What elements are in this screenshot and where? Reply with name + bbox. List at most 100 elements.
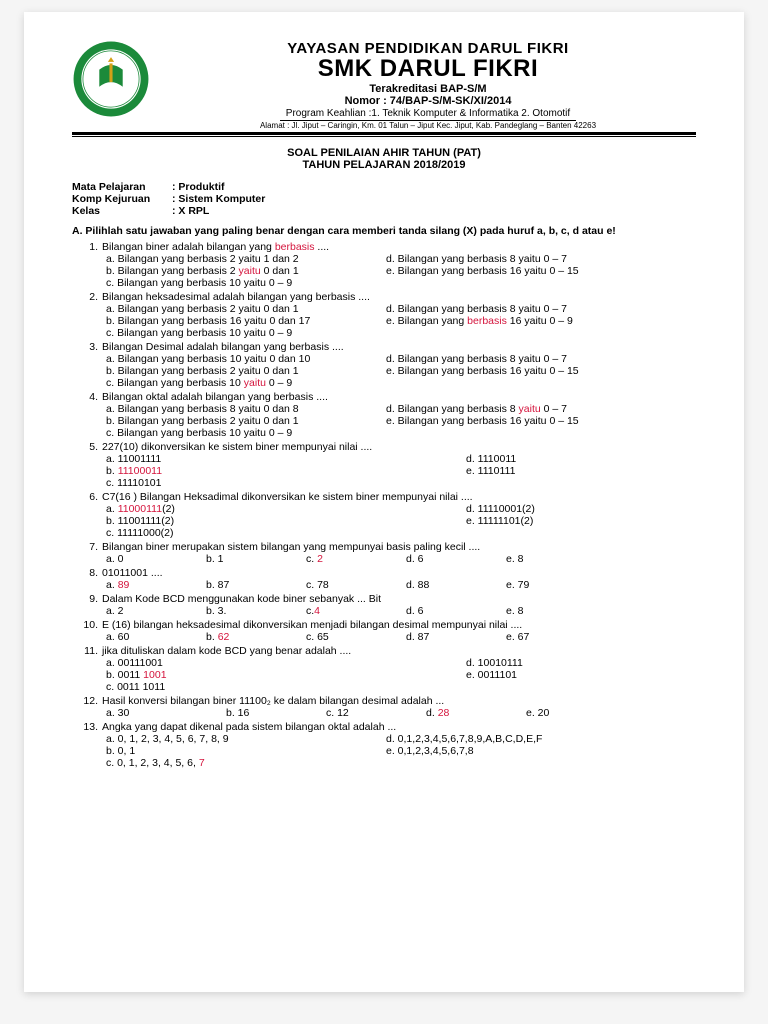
letterhead-text: YAYASAN PENDIDIKAN DARUL FIKRI SMK DARUL… (160, 40, 696, 130)
opt-e: e. 67 (506, 631, 606, 643)
opt-a: a. 00111001 (106, 657, 386, 669)
opt-c: c.4 (306, 605, 406, 617)
qtext: Angka yang dapat dikenal pada sistem bil… (102, 721, 396, 733)
question-7: 7.Bilangan biner merupakan sistem bilang… (106, 541, 696, 565)
meta-komp-value: : Sistem Komputer (172, 193, 265, 205)
qtext: Hasil konversi bilangan biner 11100₂ ke … (102, 695, 444, 707)
opt-c: c. Bilangan yang berbasis 10 yaitu 0 – 9 (106, 327, 386, 339)
qtext: Bilangan Desimal adalah bilangan yang be… (102, 341, 344, 353)
opt-b: b. Bilangan yang berbasis 2 yaitu 0 dan … (106, 365, 386, 377)
opt-a: a. 0, 1, 2, 3, 4, 5, 6, 7, 8, 9 (106, 733, 386, 745)
qnum: 12. (80, 695, 102, 707)
opt-a: a. 30 (106, 707, 226, 719)
opt-d: d. Bilangan yang berbasis 8 yaitu 0 – 7 (386, 353, 696, 365)
divider (72, 132, 696, 137)
question-8: 8.01011001 .... a. 89 b. 87 c. 78 d. 88 … (106, 567, 696, 591)
opt-d: d. 1110011 (386, 453, 696, 465)
meta-mapel-label: Mata Pelajaran (72, 181, 172, 193)
title-line-1: SOAL PENILAIAN AHIR TAHUN (PAT) (72, 147, 696, 159)
opt-d: d. 87 (406, 631, 506, 643)
instruction: A. Pilihlah satu jawaban yang paling ben… (72, 225, 696, 237)
opt-d: d. 10010111 (386, 657, 696, 669)
question-list: 1.Bilangan biner adalah bilangan yang be… (72, 241, 696, 769)
question-11: 11.jika dituliskan dalam kode BCD yang b… (106, 645, 696, 693)
opt-c: c. 11110101 (106, 477, 386, 489)
opt-c: c. 0011 1011 (106, 681, 386, 693)
opt-e: e. Bilangan yang berbasis 16 yaitu 0 – 9 (386, 315, 696, 327)
accreditation: Terakreditasi BAP-S/M (160, 83, 696, 95)
letterhead: YAYASAN PENDIDIKAN DARUL FIKRI SMK DARUL… (72, 40, 696, 130)
opt-d: d. 6 (406, 605, 506, 617)
address: Alamat : Jl. Jiput – Caringin, Km. 01 Ta… (160, 121, 696, 130)
opt-c: c. 78 (306, 579, 406, 591)
qtext: C7(16 ) Bilangan Heksadimal dikonversika… (102, 491, 473, 503)
opt-a: a. Bilangan yang berbasis 2 yaitu 0 dan … (106, 303, 386, 315)
program: Program Keahlian :1. Teknik Komputer & I… (280, 108, 576, 121)
opt-a: a. 11001111 (106, 453, 386, 465)
opt-e: e. 8 (506, 553, 606, 565)
opt-b: b. Bilangan yang berbasis 16 yaitu 0 dan… (106, 315, 386, 327)
opt-a: a. 89 (106, 579, 206, 591)
question-9: 9.Dalam Kode BCD menggunakan kode biner … (106, 593, 696, 617)
opt-c: c. 11111000(2) (106, 527, 386, 539)
opt-e: e. 11111101(2) (386, 515, 696, 527)
school-name: SMK DARUL FIKRI (160, 55, 696, 83)
opt-a: a. Bilangan yang berbasis 10 yaitu 0 dan… (106, 353, 386, 365)
nomor: Nomor : 74/BAP-S/M-SK/XI/2014 (160, 95, 696, 107)
opt-c: c. 0, 1, 2, 3, 4, 5, 6, 7 (106, 757, 386, 769)
opt-d: d. Bilangan yang berbasis 8 yaitu 0 – 7 (386, 303, 696, 315)
qnum: 8. (80, 567, 102, 579)
opt-c: c. Bilangan yang berbasis 10 yaitu 0 – 9 (106, 277, 386, 289)
question-12: 12.Hasil konversi bilangan biner 11100₂ … (106, 695, 696, 719)
qtext: Bilangan heksadesimal adalah bilangan ya… (102, 291, 370, 303)
opt-d: d. Bilangan yang berbasis 8 yaitu 0 – 7 (386, 403, 696, 415)
opt-b: b. 3. (206, 605, 306, 617)
qnum: 11. (80, 645, 102, 657)
meta-kelas-value: : X RPL (172, 205, 209, 217)
opt-a: a. 60 (106, 631, 206, 643)
opt-b: b. 16 (226, 707, 326, 719)
qnum: 1. (80, 241, 102, 253)
question-10: 10.E (16) bilangan heksadesimal dikonver… (106, 619, 696, 643)
question-4: 4.Bilangan oktal adalah bilangan yang be… (106, 391, 696, 439)
opt-b: b. Bilangan yang berbasis 2 yaitu 0 dan … (106, 265, 386, 277)
opt-d: d. 28 (426, 707, 526, 719)
qtext: Bilangan oktal adalah bilangan yang berb… (102, 391, 328, 403)
opt-a: a. Bilangan yang berbasis 8 yaitu 0 dan … (106, 403, 386, 415)
opt-e: e. 8 (506, 605, 606, 617)
opt-a: a. 0 (106, 553, 206, 565)
opt-a: a. Bilangan yang berbasis 2 yaitu 1 dan … (106, 253, 386, 265)
opt-c: c. 2 (306, 553, 406, 565)
question-13: 13.Angka yang dapat dikenal pada sistem … (106, 721, 696, 769)
opt-e: e. 1110111 (386, 465, 696, 477)
exam-title: SOAL PENILAIAN AHIR TAHUN (PAT) TAHUN PE… (72, 147, 696, 171)
opt-e: e. 79 (506, 579, 606, 591)
opt-b: b. 62 (206, 631, 306, 643)
opt-b: b. Bilangan yang berbasis 2 yaitu 0 dan … (106, 415, 386, 427)
meta-kelas-label: Kelas (72, 205, 172, 217)
title-line-2: TAHUN PELAJARAN 2018/2019 (72, 159, 696, 171)
opt-b: b. 1 (206, 553, 306, 565)
opt-d: d. 0,1,2,3,4,5,6,7,8,9,A,B,C,D,E,F (386, 733, 696, 745)
question-6: 6.C7(16 ) Bilangan Heksadimal dikonversi… (106, 491, 696, 539)
opt-a: a. 11000111(2) (106, 503, 386, 515)
qnum: 5. (80, 441, 102, 453)
question-3: 3.Bilangan Desimal adalah bilangan yang … (106, 341, 696, 389)
qtext: Dalam Kode BCD menggunakan kode biner se… (102, 593, 381, 605)
qnum: 13. (80, 721, 102, 733)
qtext: Bilangan biner merupakan sistem bilangan… (102, 541, 480, 553)
opt-c: c. Bilangan yang berbasis 10 yaitu 0 – 9 (106, 427, 386, 439)
opt-c: c. Bilangan yang berbasis 10 yaitu 0 – 9 (106, 377, 386, 389)
qnum: 2. (80, 291, 102, 303)
opt-d: d. Bilangan yang berbasis 8 yaitu 0 – 7 (386, 253, 696, 265)
opt-e: e. Bilangan yang berbasis 16 yaitu 0 – 1… (386, 365, 696, 377)
opt-b: b. 11100011 (106, 465, 386, 477)
meta-mapel-value: : Produktif (172, 181, 225, 193)
opt-b: b. 87 (206, 579, 306, 591)
qnum: 7. (80, 541, 102, 553)
opt-c: c. 65 (306, 631, 406, 643)
meta-komp-label: Komp Kejuruan (72, 193, 172, 205)
qtext: 227(10) dikonversikan ke sistem biner me… (102, 441, 372, 453)
qtext: jika dituliskan dalam kode BCD yang bena… (102, 645, 351, 657)
document-page: YAYASAN PENDIDIKAN DARUL FIKRI SMK DARUL… (24, 12, 744, 992)
